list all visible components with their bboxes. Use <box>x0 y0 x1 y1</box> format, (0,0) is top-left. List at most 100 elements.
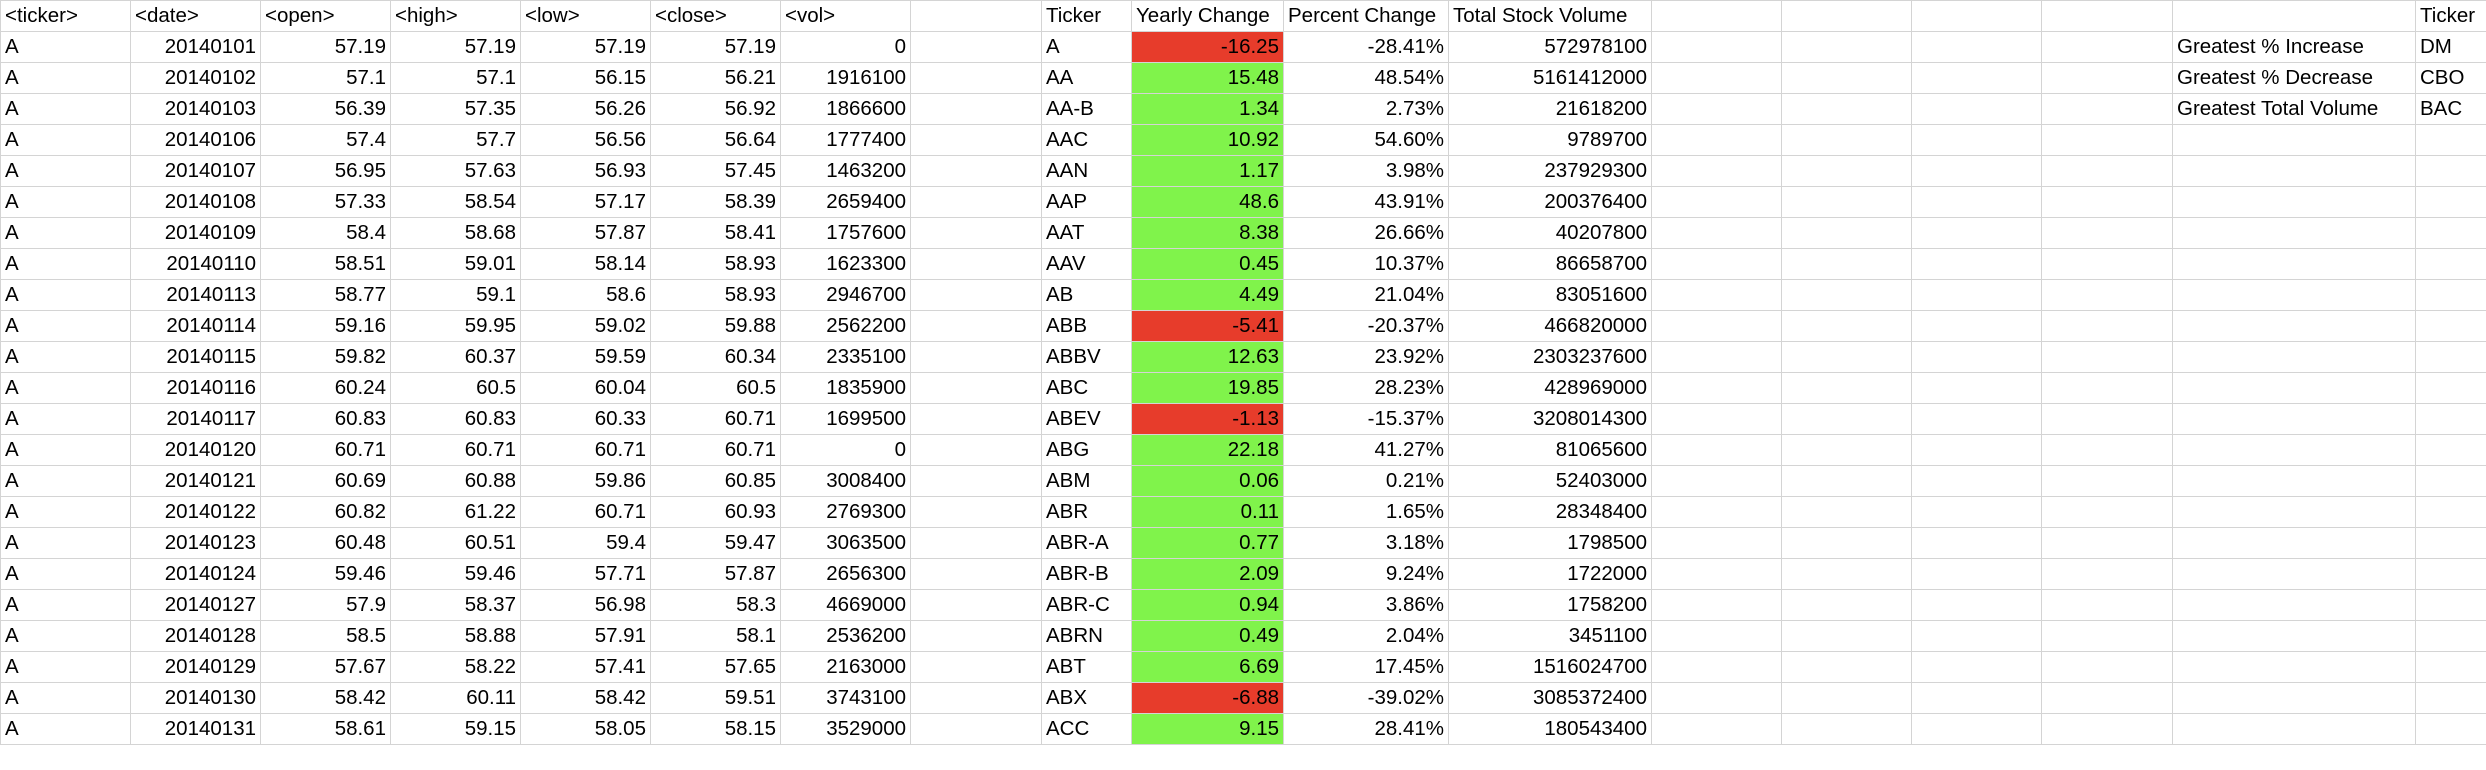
empty-cell[interactable] <box>1652 156 1782 187</box>
empty-cell[interactable] <box>2416 249 2486 280</box>
empty-cell[interactable] <box>1652 590 1782 621</box>
vol-cell[interactable]: 0 <box>781 32 911 63</box>
total-volume-cell[interactable]: 5161412000 <box>1449 63 1652 94</box>
empty-cell[interactable] <box>2173 714 2416 745</box>
ticker-cell[interactable]: A <box>1 218 131 249</box>
vol-cell[interactable]: 2656300 <box>781 559 911 590</box>
open-cell[interactable]: 60.71 <box>261 435 391 466</box>
high-cell[interactable]: 59.95 <box>391 311 521 342</box>
high-cell[interactable]: 60.37 <box>391 342 521 373</box>
close-cell[interactable]: 60.71 <box>651 404 781 435</box>
summary-ticker-cell[interactable]: ACC <box>1042 714 1132 745</box>
vol-cell[interactable]: 2946700 <box>781 280 911 311</box>
high-cell[interactable]: 59.1 <box>391 280 521 311</box>
empty-cell[interactable] <box>2416 497 2486 528</box>
empty-cell[interactable] <box>2173 218 2416 249</box>
ticker-cell[interactable]: A <box>1 435 131 466</box>
close-cell[interactable]: 57.87 <box>651 559 781 590</box>
summary-ticker-cell[interactable]: AB <box>1042 280 1132 311</box>
empty-cell[interactable] <box>1652 249 1782 280</box>
column-header-cell[interactable]: <open> <box>261 1 391 32</box>
empty-cell[interactable] <box>911 497 1042 528</box>
summary-ticker-cell[interactable]: ABC <box>1042 373 1132 404</box>
empty-cell[interactable] <box>2173 311 2416 342</box>
vol-cell[interactable]: 1916100 <box>781 63 911 94</box>
high-cell[interactable]: 58.37 <box>391 590 521 621</box>
ticker-cell[interactable]: A <box>1 404 131 435</box>
close-cell[interactable]: 56.64 <box>651 125 781 156</box>
summary-ticker-cell[interactable]: A <box>1042 32 1132 63</box>
vol-cell[interactable]: 1623300 <box>781 249 911 280</box>
close-cell[interactable]: 59.51 <box>651 683 781 714</box>
high-cell[interactable]: 58.88 <box>391 621 521 652</box>
summary-ticker-cell[interactable]: ABX <box>1042 683 1132 714</box>
empty-cell[interactable] <box>2042 683 2173 714</box>
empty-cell[interactable] <box>911 1 1042 32</box>
yearly-change-cell[interactable]: -1.13 <box>1132 404 1284 435</box>
high-cell[interactable]: 57.7 <box>391 125 521 156</box>
open-cell[interactable]: 60.48 <box>261 528 391 559</box>
total-volume-cell[interactable]: 40207800 <box>1449 218 1652 249</box>
open-cell[interactable]: 57.1 <box>261 63 391 94</box>
summary-ticker-cell[interactable]: AAV <box>1042 249 1132 280</box>
open-cell[interactable]: 58.42 <box>261 683 391 714</box>
open-cell[interactable]: 57.67 <box>261 652 391 683</box>
total-volume-cell[interactable]: 3208014300 <box>1449 404 1652 435</box>
date-cell[interactable]: 20140102 <box>131 63 261 94</box>
column-header-cell[interactable]: <date> <box>131 1 261 32</box>
empty-cell[interactable] <box>2173 404 2416 435</box>
empty-cell[interactable] <box>2416 218 2486 249</box>
low-cell[interactable]: 57.87 <box>521 218 651 249</box>
empty-cell[interactable] <box>1912 683 2042 714</box>
high-cell[interactable]: 59.46 <box>391 559 521 590</box>
column-header-cell[interactable]: Total Stock Volume <box>1449 1 1652 32</box>
summary-ticker-cell[interactable]: ABT <box>1042 652 1132 683</box>
empty-cell[interactable] <box>911 218 1042 249</box>
empty-cell[interactable] <box>2042 497 2173 528</box>
close-cell[interactable]: 57.45 <box>651 156 781 187</box>
summary-ticker-cell[interactable]: ABRN <box>1042 621 1132 652</box>
empty-cell[interactable] <box>1652 404 1782 435</box>
total-volume-cell[interactable]: 572978100 <box>1449 32 1652 63</box>
high-cell[interactable]: 58.22 <box>391 652 521 683</box>
empty-cell[interactable] <box>1782 187 1912 218</box>
column-header-cell[interactable]: <high> <box>391 1 521 32</box>
percent-change-cell[interactable]: -20.37% <box>1284 311 1449 342</box>
date-cell[interactable]: 20140120 <box>131 435 261 466</box>
empty-cell[interactable] <box>1652 125 1782 156</box>
yearly-change-cell[interactable]: 15.48 <box>1132 63 1284 94</box>
percent-change-cell[interactable]: 1.65% <box>1284 497 1449 528</box>
open-cell[interactable]: 58.5 <box>261 621 391 652</box>
empty-cell[interactable] <box>2042 373 2173 404</box>
percent-change-cell[interactable]: 3.18% <box>1284 528 1449 559</box>
open-cell[interactable]: 58.61 <box>261 714 391 745</box>
empty-cell[interactable] <box>2416 466 2486 497</box>
empty-cell[interactable] <box>1912 621 2042 652</box>
close-cell[interactable]: 60.71 <box>651 435 781 466</box>
percent-change-cell[interactable]: 10.37% <box>1284 249 1449 280</box>
empty-cell[interactable] <box>911 187 1042 218</box>
yearly-change-cell[interactable]: -6.88 <box>1132 683 1284 714</box>
empty-cell[interactable] <box>911 652 1042 683</box>
yearly-change-cell[interactable]: 10.92 <box>1132 125 1284 156</box>
low-cell[interactable]: 56.26 <box>521 94 651 125</box>
empty-cell[interactable] <box>1652 559 1782 590</box>
column-header-cell[interactable]: <ticker> <box>1 1 131 32</box>
total-volume-cell[interactable]: 428969000 <box>1449 373 1652 404</box>
vol-cell[interactable]: 1463200 <box>781 156 911 187</box>
empty-cell[interactable] <box>1782 528 1912 559</box>
yearly-change-cell[interactable]: 12.63 <box>1132 342 1284 373</box>
empty-cell[interactable] <box>1652 218 1782 249</box>
close-cell[interactable]: 58.93 <box>651 249 781 280</box>
ticker-cell[interactable]: A <box>1 156 131 187</box>
empty-cell[interactable] <box>2173 280 2416 311</box>
empty-cell[interactable] <box>1912 63 2042 94</box>
empty-cell[interactable] <box>2173 125 2416 156</box>
total-volume-cell[interactable]: 83051600 <box>1449 280 1652 311</box>
total-volume-cell[interactable]: 1722000 <box>1449 559 1652 590</box>
empty-cell[interactable] <box>2173 559 2416 590</box>
empty-cell[interactable] <box>2173 466 2416 497</box>
close-cell[interactable]: 57.19 <box>651 32 781 63</box>
empty-cell[interactable] <box>2173 156 2416 187</box>
empty-cell[interactable] <box>2042 559 2173 590</box>
